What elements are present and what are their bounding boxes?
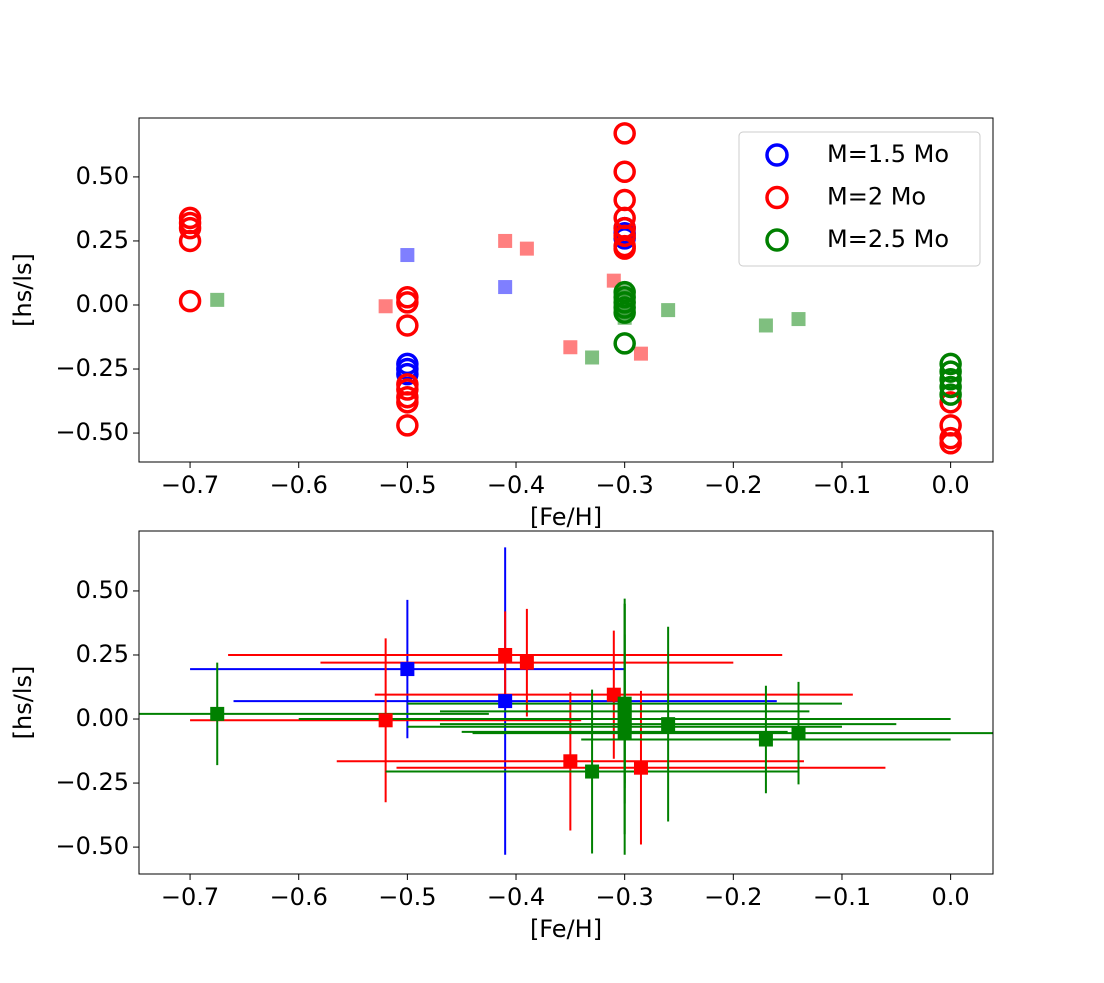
- square-point: [498, 694, 513, 709]
- y-axis-label: [hs/ls]: [9, 253, 37, 327]
- circle-point: [396, 291, 419, 314]
- x-axis-label: [Fe/H]: [530, 503, 602, 531]
- square-point: [633, 760, 648, 775]
- square-point: [606, 687, 621, 702]
- x-axis-label: [Fe/H]: [530, 915, 602, 943]
- axes-frame: [138, 530, 994, 875]
- x-tick-label: −0.2: [704, 883, 762, 911]
- square-point: [498, 233, 513, 248]
- y-tick-label: −0.50: [55, 418, 129, 446]
- y-tick-label: −0.50: [55, 832, 129, 860]
- x-tick-label: −0.1: [813, 471, 871, 499]
- x-tick-label: −0.7: [161, 883, 219, 911]
- x-tick-label: −0.6: [270, 471, 328, 499]
- y-tick-label: 0.50: [76, 162, 129, 190]
- circle-point: [613, 188, 636, 212]
- circle-point: [939, 391, 962, 414]
- circle-point: [178, 289, 202, 313]
- legend-marker: [765, 228, 789, 252]
- legend-box: [738, 131, 981, 267]
- circle-point: [396, 378, 419, 401]
- legend-label: M=1.5 Mo: [827, 140, 949, 168]
- circle-point: [178, 229, 202, 253]
- legend-marker: [765, 143, 789, 167]
- y-tick-label: −0.25: [55, 354, 129, 382]
- axes-frame: [138, 117, 994, 463]
- x-tick-label: −0.2: [704, 471, 762, 499]
- square-point: [210, 706, 225, 721]
- circle-point: [396, 391, 419, 414]
- square-point: [617, 724, 632, 739]
- circle-point: [613, 160, 636, 184]
- y-tick-label: 0.00: [76, 290, 129, 318]
- circle-point: [613, 237, 636, 260]
- x-tick-label: −0.1: [813, 883, 871, 911]
- y-tick-label: 0.00: [76, 704, 129, 732]
- x-tick-label: −0.4: [487, 471, 545, 499]
- square-point: [585, 764, 600, 779]
- legend-marker: [765, 185, 789, 210]
- square-point: [498, 280, 513, 295]
- legend-label: M=2.5 Mo: [827, 225, 949, 253]
- square-point: [563, 340, 578, 355]
- circle-point: [939, 360, 962, 383]
- circle-point: [939, 432, 962, 455]
- circle-point: [613, 301, 636, 324]
- circle-point: [613, 122, 636, 145]
- legend-label: M=2 Mo: [827, 183, 926, 211]
- circle-point: [613, 224, 636, 248]
- x-tick-label: −0.6: [270, 883, 328, 911]
- circle-point: [396, 414, 419, 437]
- y-tick-label: 0.50: [76, 576, 129, 604]
- x-tick-label: −0.4: [487, 883, 545, 911]
- square-point: [563, 754, 578, 769]
- square-point: [378, 713, 393, 728]
- circle-point: [939, 368, 962, 391]
- y-tick-label: 0.25: [76, 226, 129, 254]
- circle-point: [939, 383, 962, 406]
- square-point: [519, 241, 534, 256]
- circle-point: [939, 352, 962, 376]
- circle-point: [613, 332, 636, 355]
- square-point: [378, 299, 393, 314]
- x-tick-label: −0.5: [378, 883, 436, 911]
- circle-point: [396, 314, 419, 337]
- x-tick-label: −0.3: [596, 883, 654, 911]
- square-point: [498, 647, 513, 662]
- y-tick-label: −0.25: [55, 768, 129, 796]
- x-tick-label: −0.3: [596, 471, 654, 499]
- square-point: [210, 292, 225, 307]
- square-point: [633, 346, 648, 361]
- plot-area: [139, 547, 993, 855]
- circle-point: [939, 375, 962, 399]
- x-tick-label: 0.0: [932, 471, 970, 499]
- square-point: [585, 350, 600, 365]
- square-point: [519, 655, 534, 670]
- x-tick-label: 0.0: [932, 883, 970, 911]
- plot-area: [178, 122, 962, 455]
- square-point: [791, 726, 806, 741]
- x-tick-label: −0.7: [161, 471, 219, 499]
- square-point: [400, 248, 415, 263]
- y-tick-label: 0.25: [76, 640, 129, 668]
- square-point: [400, 662, 415, 677]
- square-point: [758, 732, 773, 747]
- square-point: [661, 717, 676, 732]
- circle-point: [178, 216, 202, 240]
- y-axis-label: [hs/ls]: [9, 666, 37, 740]
- square-point: [791, 312, 806, 327]
- square-point: [661, 303, 676, 318]
- circle-point: [396, 362, 419, 386]
- square-point: [758, 318, 773, 333]
- x-tick-label: −0.5: [378, 471, 436, 499]
